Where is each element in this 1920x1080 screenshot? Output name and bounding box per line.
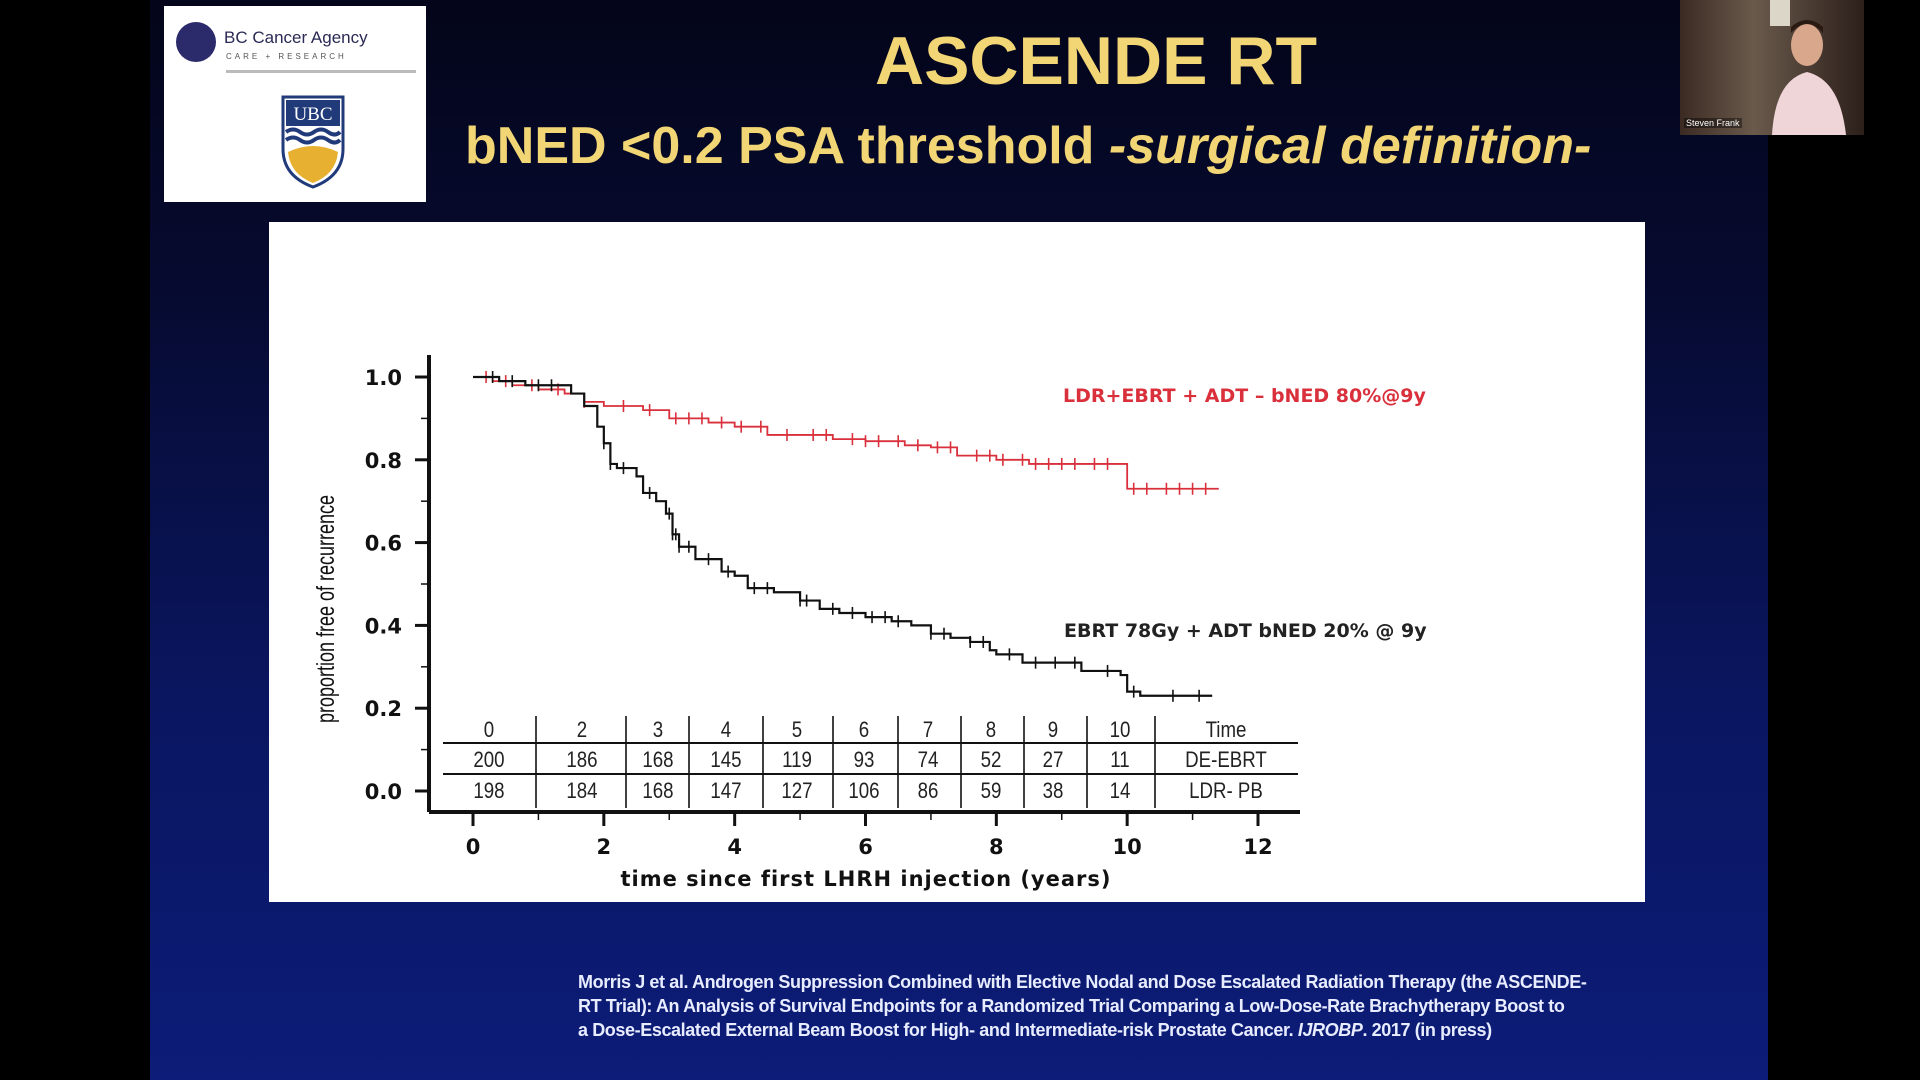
legend-ldr-label: LDR+EBRT + ADT – bNED 80%@9y — [1063, 385, 1427, 407]
risk-table-cell: 14 — [1110, 780, 1131, 804]
citation-line-3: a Dose-Escalated External Beam Boost for… — [578, 1018, 1778, 1042]
slide-subtitle: bNED <0.2 PSA threshold -surgical defini… — [465, 116, 1591, 176]
y-tick-label: 0.2 — [365, 697, 402, 721]
risk-table-cell: 27 — [1043, 749, 1064, 773]
x-tick-label: 0 — [466, 835, 481, 859]
survival-curve-ldr — [473, 376, 1219, 490]
logo-panel: BC Cancer Agency CARE + RESEARCH UBC — [164, 6, 426, 202]
citation-line-2: RT Trial): An Analysis of Survival Endpo… — [578, 996, 1565, 1016]
x-tick-label: 6 — [858, 835, 873, 859]
risk-table-cell: 59 — [981, 780, 1002, 804]
risk-table-header: 2 — [577, 719, 587, 743]
risk-table-cell: 200 — [473, 749, 504, 773]
risk-table-cell: 168 — [642, 780, 673, 804]
logo-fine-print — [226, 70, 416, 73]
citation-text: a Dose-Escalated External Beam Boost for… — [578, 1020, 1298, 1040]
risk-table-cell: LDR- PB — [1189, 780, 1263, 804]
citation-line-1: Morris J et al. Androgen Suppression Com… — [578, 972, 1587, 992]
risk-table-cell: 106 — [848, 780, 879, 804]
risk-table-header: 4 — [721, 719, 731, 743]
x-tick-label: 12 — [1243, 835, 1272, 859]
risk-table-cell: 198 — [473, 780, 504, 804]
survival-curve-ebrt — [473, 375, 1213, 697]
risk-table-cell: 52 — [981, 749, 1002, 773]
risk-table-header: 3 — [653, 719, 663, 743]
chart-panel — [269, 222, 1645, 902]
risk-table-header: 7 — [923, 719, 933, 743]
legend-ebrt-label: EBRT 78Gy + ADT bNED 20% @ 9y — [1064, 620, 1427, 642]
risk-table-header: 9 — [1048, 719, 1058, 743]
subtitle-text: bNED <0.2 PSA threshold — [465, 117, 1109, 175]
y-tick-label: 0.6 — [365, 532, 402, 556]
citation-journal: IJROBP — [1297, 1020, 1363, 1040]
webcam-thumbnail[interactable]: Steven Frank — [1680, 0, 1864, 135]
y-tick-label: 0.4 — [365, 614, 402, 638]
risk-table-header: 10 — [1110, 719, 1131, 743]
risk-table-header: 6 — [859, 719, 869, 743]
logo-org-name: BC Cancer Agency — [224, 28, 368, 47]
risk-table-cell: 184 — [566, 780, 597, 804]
risk-table-cell: 145 — [710, 749, 741, 773]
y-axis-label: proportion free of recurrence — [311, 495, 340, 723]
bc-cancer-emblem-icon — [176, 22, 216, 62]
risk-table-header: Time — [1206, 719, 1247, 743]
y-tick-label: 1.0 — [365, 366, 402, 390]
risk-table-header: 8 — [986, 719, 996, 743]
subtitle-italic-text: -surgical definition- — [1108, 117, 1592, 175]
participant-video — [1770, 0, 1846, 135]
slide-title: ASCENDE RT — [874, 23, 1318, 99]
logo-tagline: CARE + RESEARCH — [226, 52, 347, 61]
risk-table-header: 0 — [484, 719, 494, 743]
x-tick-label: 4 — [727, 835, 742, 859]
y-tick-label: 0.8 — [365, 449, 402, 473]
y-tick-label: 0.0 — [365, 780, 402, 804]
risk-table-header: 5 — [792, 719, 802, 743]
risk-table-cell: 11 — [1110, 749, 1129, 773]
risk-table-cell: 86 — [918, 780, 939, 804]
risk-table-cell: 93 — [854, 749, 875, 773]
risk-table-cell: DE-EBRT — [1185, 749, 1267, 773]
x-tick-label: 10 — [1113, 835, 1142, 859]
x-axis-label: time since first LHRH injection (years) — [621, 867, 1112, 891]
x-tick-label: 2 — [597, 835, 612, 859]
participant-name: Steven Frank — [1684, 118, 1742, 128]
risk-table-cell: 168 — [642, 749, 673, 773]
citation: Morris J et al. Androgen Suppression Com… — [578, 970, 1778, 1042]
risk-table-cell: 147 — [710, 780, 741, 804]
risk-table-cell: 119 — [782, 749, 812, 773]
ubc-shield-icon: UBC — [281, 95, 345, 189]
risk-table-cell: 127 — [781, 780, 812, 804]
x-tick-label: 8 — [989, 835, 1004, 859]
risk-table-cell: 74 — [918, 749, 939, 773]
ubc-text: UBC — [293, 104, 332, 125]
risk-table-cell: 38 — [1043, 780, 1064, 804]
risk-table-cell: 186 — [566, 749, 597, 773]
citation-year: . 2017 (in press) — [1362, 1020, 1492, 1040]
